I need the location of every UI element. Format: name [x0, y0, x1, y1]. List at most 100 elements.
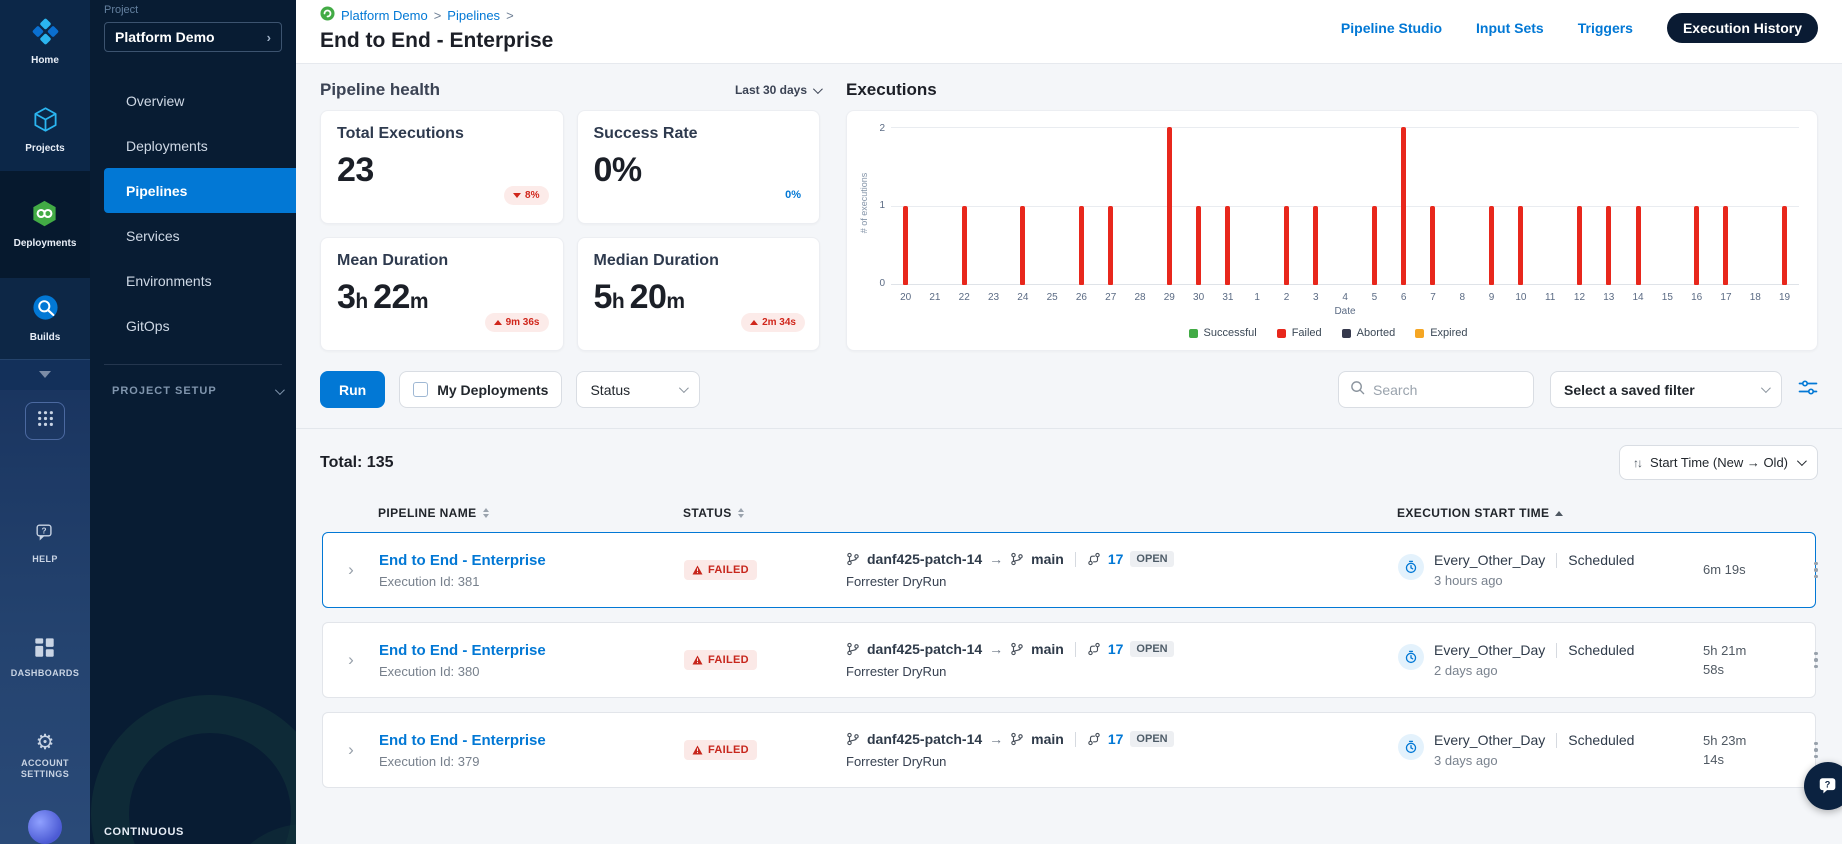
sidebar-item-environments[interactable]: Environments	[90, 258, 296, 303]
commit-note: Forrester DryRun	[846, 664, 947, 679]
build-info-cell: danf425-patch-14 → main 17 OPEN Forreste…	[846, 551, 1398, 589]
trigger-type: Scheduled	[1568, 732, 1635, 748]
sort-icon	[482, 508, 489, 518]
chart-bar-slot	[1008, 127, 1037, 285]
run-button[interactable]: Run	[320, 371, 386, 408]
sidebar-item-services[interactable]: Services	[90, 213, 296, 258]
chart-x-tick: 27	[1105, 292, 1117, 303]
sidebar-item-label: Overview	[126, 92, 185, 109]
sidebar-item-gitops[interactable]: GitOps	[90, 303, 296, 348]
chart-x-axis-label: Date	[1334, 306, 1356, 317]
svg-text:?: ?	[42, 526, 47, 535]
arrow-right-icon: →	[989, 641, 1004, 657]
project-setup-toggle[interactable]: PROJECT SETUP	[112, 384, 285, 397]
chart-bar	[1371, 206, 1377, 285]
pr-number-link[interactable]: 17	[1107, 641, 1124, 657]
rail-item-projects[interactable]: Projects	[0, 94, 90, 168]
chart-bars	[891, 127, 1799, 285]
pr-state-badge: OPEN	[1130, 551, 1174, 567]
warning-triangle-icon	[692, 565, 703, 575]
apps-grid-button[interactable]	[25, 402, 65, 440]
sort-select[interactable]: ↑↓ Start Time (New → Old)	[1619, 445, 1818, 480]
filter-sliders-icon[interactable]	[1798, 379, 1818, 401]
sidebar-item-deployments[interactable]: Deployments	[90, 123, 296, 168]
target-branch[interactable]: main	[1031, 551, 1064, 567]
date-range-select[interactable]: Last 30 days	[735, 83, 823, 97]
row-menu-button[interactable]	[1793, 741, 1839, 759]
col-pipeline-name[interactable]: PIPELINE NAME	[378, 506, 683, 520]
project-sidebar: Project Platform Demo › Overview Deploym…	[90, 0, 296, 844]
col-execution-start-time[interactable]: EXECUTION START TIME	[1397, 506, 1702, 520]
pr-number-link[interactable]: 17	[1107, 551, 1124, 567]
chart-x-tick: 26	[1075, 292, 1087, 303]
saved-filter-select[interactable]: Select a saved filter	[1550, 371, 1782, 408]
rail-item-help[interactable]: ? HELP	[30, 510, 60, 577]
rail-top-section: Home Projects	[0, 0, 90, 171]
status-filter-select[interactable]: Status	[576, 371, 701, 408]
chart-bar-slot	[920, 127, 949, 285]
col-status[interactable]: STATUS	[683, 506, 845, 520]
row-menu-button[interactable]	[1793, 651, 1839, 669]
execution-row[interactable]: › End to End - Enterprise Execution Id: …	[322, 622, 1818, 698]
target-branch[interactable]: main	[1031, 641, 1064, 657]
gear-icon: ⚙	[35, 730, 55, 754]
builds-icon	[31, 293, 60, 327]
trigger-name: Every_Other_Day	[1434, 552, 1546, 568]
start-time-cell: Every_Other_Day Scheduled 3 days ago	[1398, 732, 1703, 768]
rail-collapse[interactable]	[0, 359, 90, 390]
source-branch[interactable]: danf425-patch-14	[867, 551, 983, 567]
tab-triggers[interactable]: Triggers	[1577, 19, 1633, 36]
my-deployments-checkbox[interactable]	[413, 382, 429, 397]
schedule-trigger-icon	[1398, 554, 1424, 580]
rail-item-account-settings[interactable]: ⚙ ACCOUNT SETTINGS	[8, 720, 82, 793]
pipeline-name-link[interactable]: End to End - Enterprise	[379, 551, 546, 569]
row-expand-chevron[interactable]: ›	[348, 650, 354, 669]
project-menu: Overview Deployments Pipelines Services …	[90, 78, 296, 348]
gridline	[891, 284, 1799, 285]
breadcrumb-project[interactable]: Platform Demo	[341, 7, 428, 23]
gridline	[891, 127, 1799, 128]
rail-item-home[interactable]: Home	[0, 6, 90, 80]
commit-note: Forrester DryRun	[846, 574, 947, 589]
pipeline-name-link[interactable]: End to End - Enterprise	[379, 731, 546, 749]
row-expand-chevron[interactable]: ›	[348, 740, 354, 759]
breadcrumb-pipelines[interactable]: Pipelines	[447, 7, 501, 23]
search-input[interactable]	[1373, 381, 1503, 398]
sidebar-item-label: Pipelines	[126, 182, 188, 199]
card-value: 5h 20m	[593, 278, 686, 316]
tab-pipeline-studio[interactable]: Pipeline Studio	[1340, 19, 1443, 36]
row-menu-button[interactable]	[1793, 561, 1839, 579]
sidebar-item-overview[interactable]: Overview	[90, 78, 296, 123]
chart-bar	[1723, 206, 1729, 285]
chart-x-tick: 25	[1046, 292, 1058, 303]
trigger-type: Scheduled	[1568, 642, 1635, 658]
source-branch[interactable]: danf425-patch-14	[867, 641, 983, 657]
chart-bar-slot	[1330, 127, 1359, 285]
harness-logo-icon	[320, 6, 335, 24]
chart-x-tick: 4	[1342, 292, 1348, 303]
execution-row[interactable]: › End to End - Enterprise Execution Id: …	[322, 712, 1818, 788]
help-fab-button[interactable]: ?	[1804, 762, 1842, 810]
rail-item-label: Builds	[29, 331, 61, 343]
project-selector[interactable]: Platform Demo ›	[104, 22, 282, 52]
tab-input-sets[interactable]: Input Sets	[1476, 19, 1544, 36]
target-branch[interactable]: main	[1031, 731, 1064, 747]
execution-row[interactable]: › End to End - Enterprise Execution Id: …	[322, 532, 1818, 608]
project-label: Project	[104, 4, 139, 16]
row-expand-chevron[interactable]: ›	[348, 560, 354, 579]
pr-number-link[interactable]: 17	[1107, 731, 1124, 747]
user-avatar[interactable]	[28, 810, 62, 844]
rail-item-dashboards[interactable]: DASHBOARDS	[9, 625, 82, 691]
sidebar-item-pipelines[interactable]: Pipelines	[104, 168, 296, 213]
my-deployments-toggle[interactable]: My Deployments	[399, 371, 563, 408]
chart-bar-slot	[1418, 127, 1447, 285]
tab-execution-history[interactable]: Execution History	[1666, 12, 1818, 43]
trend-up-icon	[493, 320, 502, 325]
chart-x-tick: 11	[1544, 292, 1556, 303]
source-branch[interactable]: danf425-patch-14	[867, 731, 983, 747]
rail-item-deployments[interactable]: Deployments	[12, 187, 79, 263]
card-mean-duration: Mean Duration 3h 22m 9m 36s	[320, 237, 564, 351]
svg-text:?: ?	[1825, 779, 1831, 789]
pipeline-name-link[interactable]: End to End - Enterprise	[379, 641, 546, 659]
rail-item-builds[interactable]: Builds	[28, 281, 63, 357]
